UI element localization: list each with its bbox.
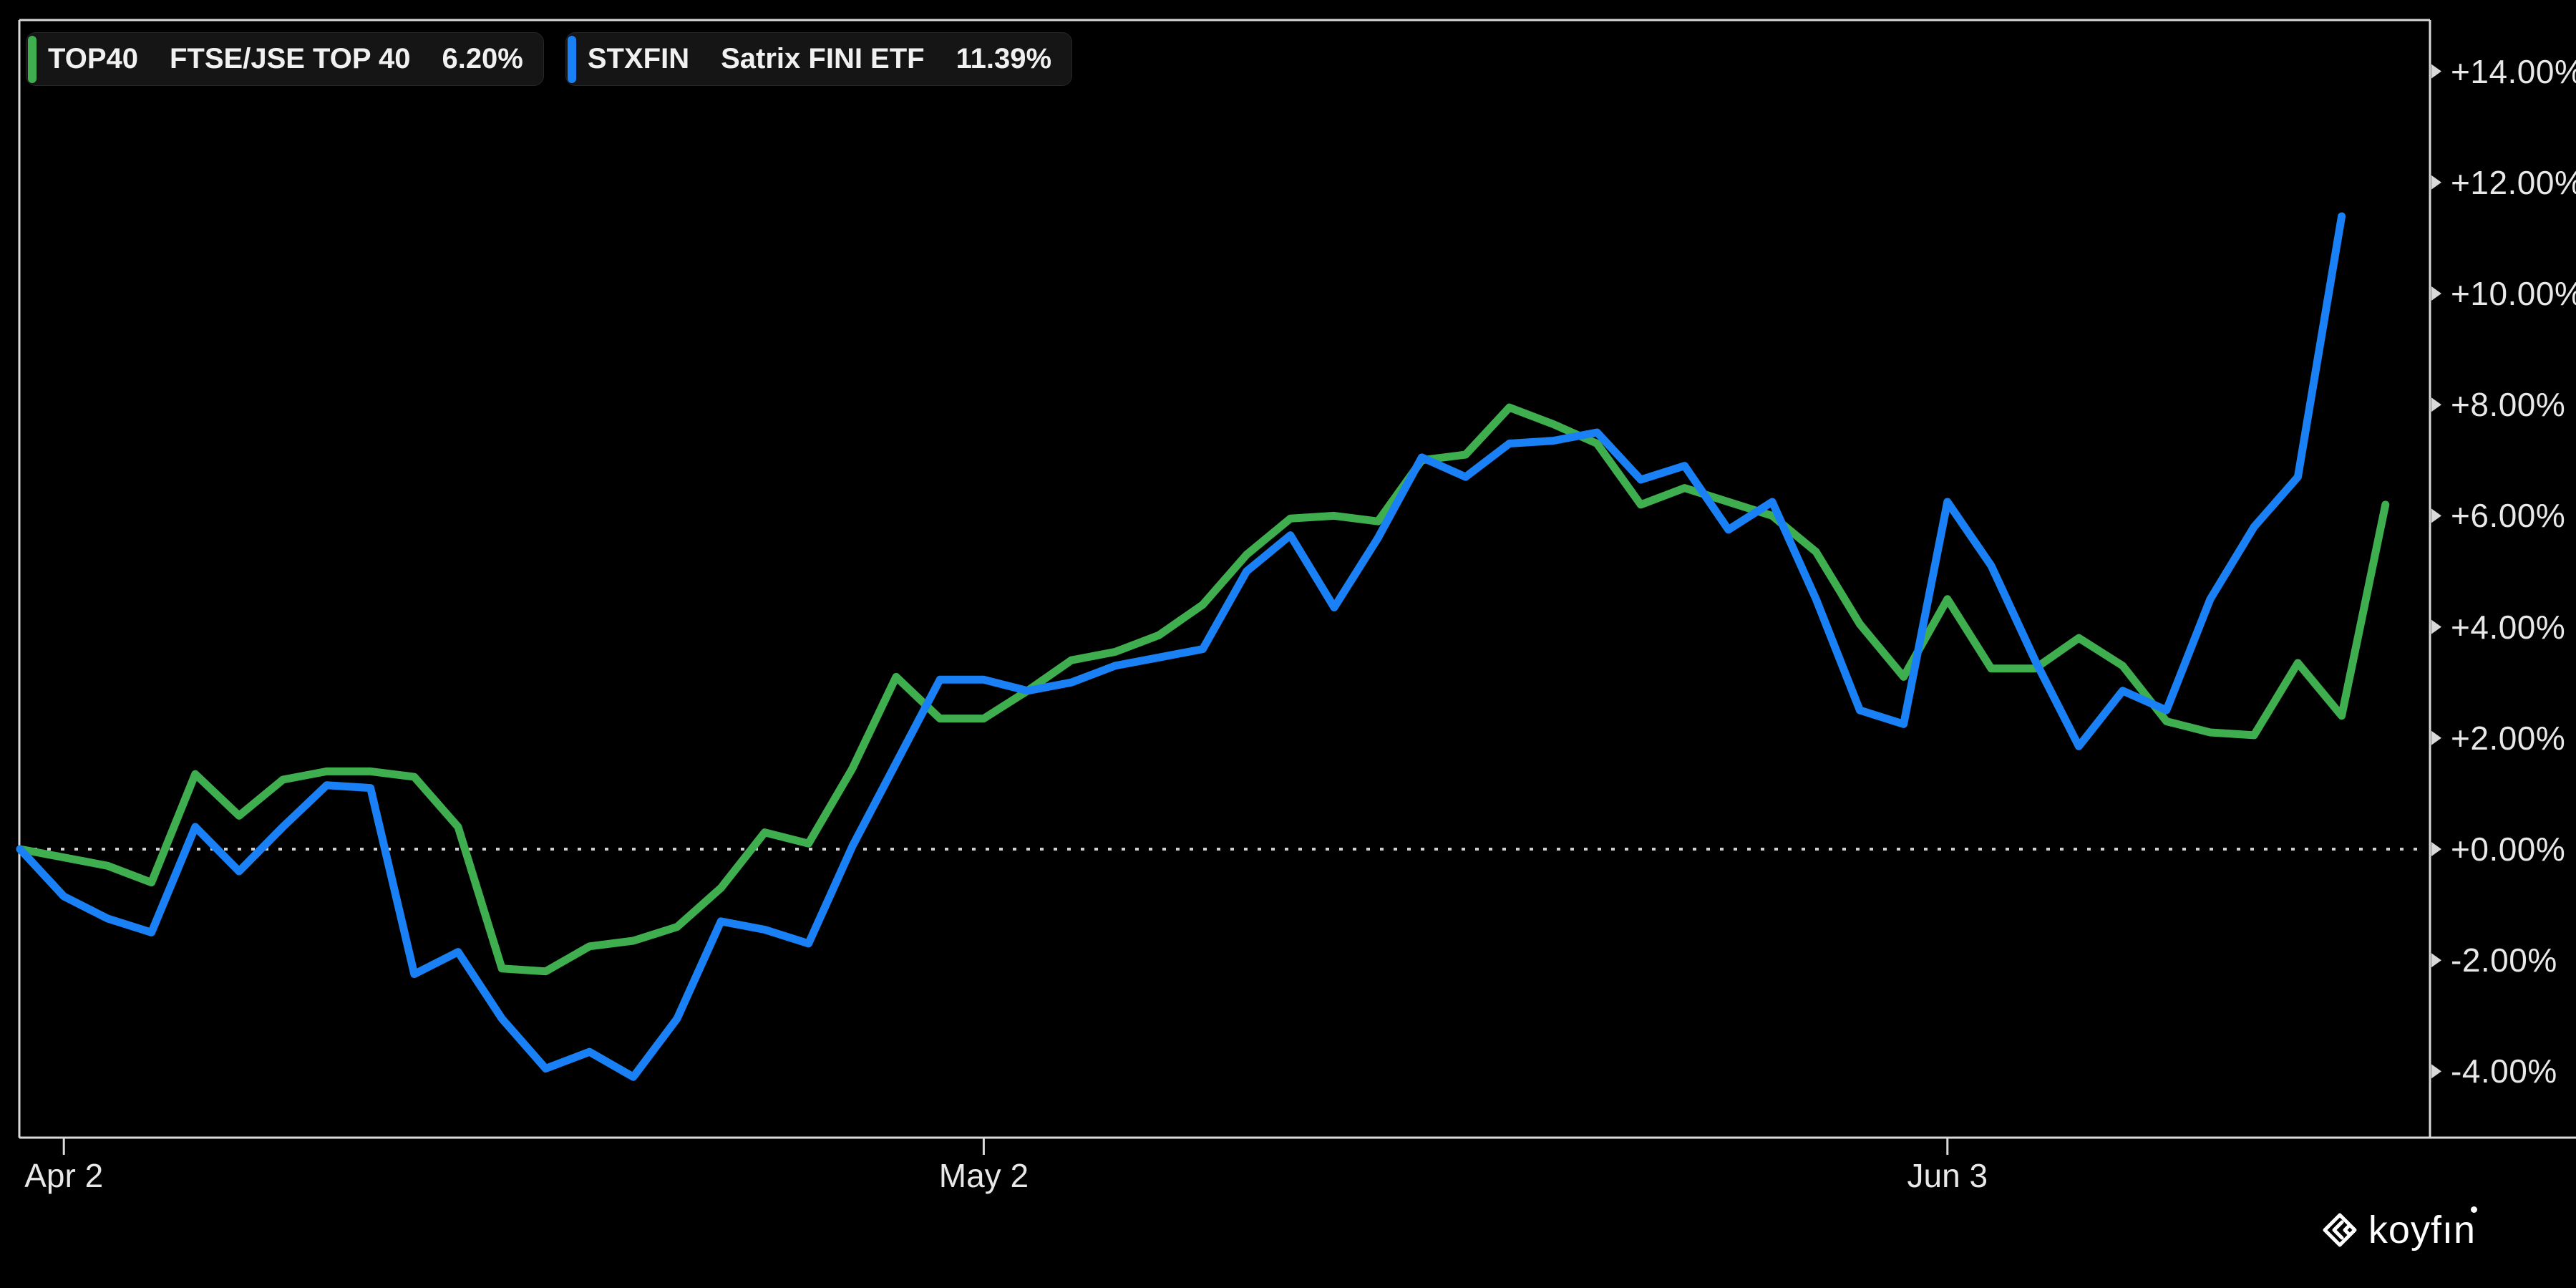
- y-tick-arrow-icon: [2431, 397, 2441, 412]
- y-axis-label: -2.00%: [2451, 941, 2557, 979]
- y-tick-arrow-icon: [2431, 953, 2441, 968]
- y-axis-label: +2.00%: [2451, 719, 2566, 757]
- x-axis-label: May 2: [938, 1157, 1029, 1194]
- y-tick-arrow-icon: [2431, 1064, 2441, 1079]
- top40-name: FTSE/JSE TOP 40: [170, 43, 411, 74]
- y-tick-arrow-icon: [2431, 842, 2441, 856]
- y-tick-arrow-icon: [2431, 286, 2441, 301]
- top40-ticker: TOP40: [48, 43, 138, 74]
- koyfin-dot-icon: [2471, 1206, 2477, 1213]
- top40-series-line: [16, 403, 2390, 976]
- top40-color-bar-icon: [28, 35, 37, 83]
- y-tick-arrow-icon: [2431, 508, 2441, 523]
- y-tick-arrow-icon: [2431, 730, 2441, 745]
- y-axis-label: +10.00%: [2451, 275, 2576, 312]
- y-tick-arrow-icon: [2431, 619, 2441, 634]
- x-axis-label: Apr 2: [24, 1157, 104, 1194]
- legend-pill-stxfin[interactable]: STXFIN Satrix FINI ETF 11.39%: [565, 32, 1073, 86]
- stxfin-ticker: STXFIN: [587, 43, 690, 74]
- y-tick-arrow-icon: [2431, 64, 2441, 79]
- legend: TOP40 FTSE/JSE TOP 40 6.20% STXFIN Satri…: [26, 32, 1073, 86]
- stxfin-series-line: [16, 212, 2346, 1081]
- y-axis-label: +4.00%: [2451, 608, 2566, 646]
- stxfin-name: Satrix FINI ETF: [721, 43, 925, 74]
- y-axis-label: -4.00%: [2451, 1052, 2557, 1090]
- y-axis-label: +6.00%: [2451, 497, 2566, 535]
- koyfin-wordmark: koyfın: [2368, 1209, 2476, 1251]
- koyfin-diamond-icon: [2323, 1213, 2357, 1247]
- y-tick-arrow-icon: [2431, 175, 2441, 190]
- stxfin-change: 11.39%: [956, 43, 1052, 74]
- y-axis-label: +8.00%: [2451, 386, 2566, 424]
- legend-pill-top40[interactable]: TOP40 FTSE/JSE TOP 40 6.20%: [26, 32, 544, 86]
- y-axis-label: +14.00%: [2451, 52, 2576, 90]
- top40-change: 6.20%: [442, 43, 523, 74]
- y-axis-label: +12.00%: [2451, 163, 2576, 201]
- stxfin-color-bar-icon: [567, 35, 576, 83]
- y-axis-label: +0.00%: [2451, 831, 2566, 868]
- koyfin-logo: koyfın: [2323, 1206, 2477, 1251]
- x-axis-label: Jun 3: [1907, 1157, 1988, 1194]
